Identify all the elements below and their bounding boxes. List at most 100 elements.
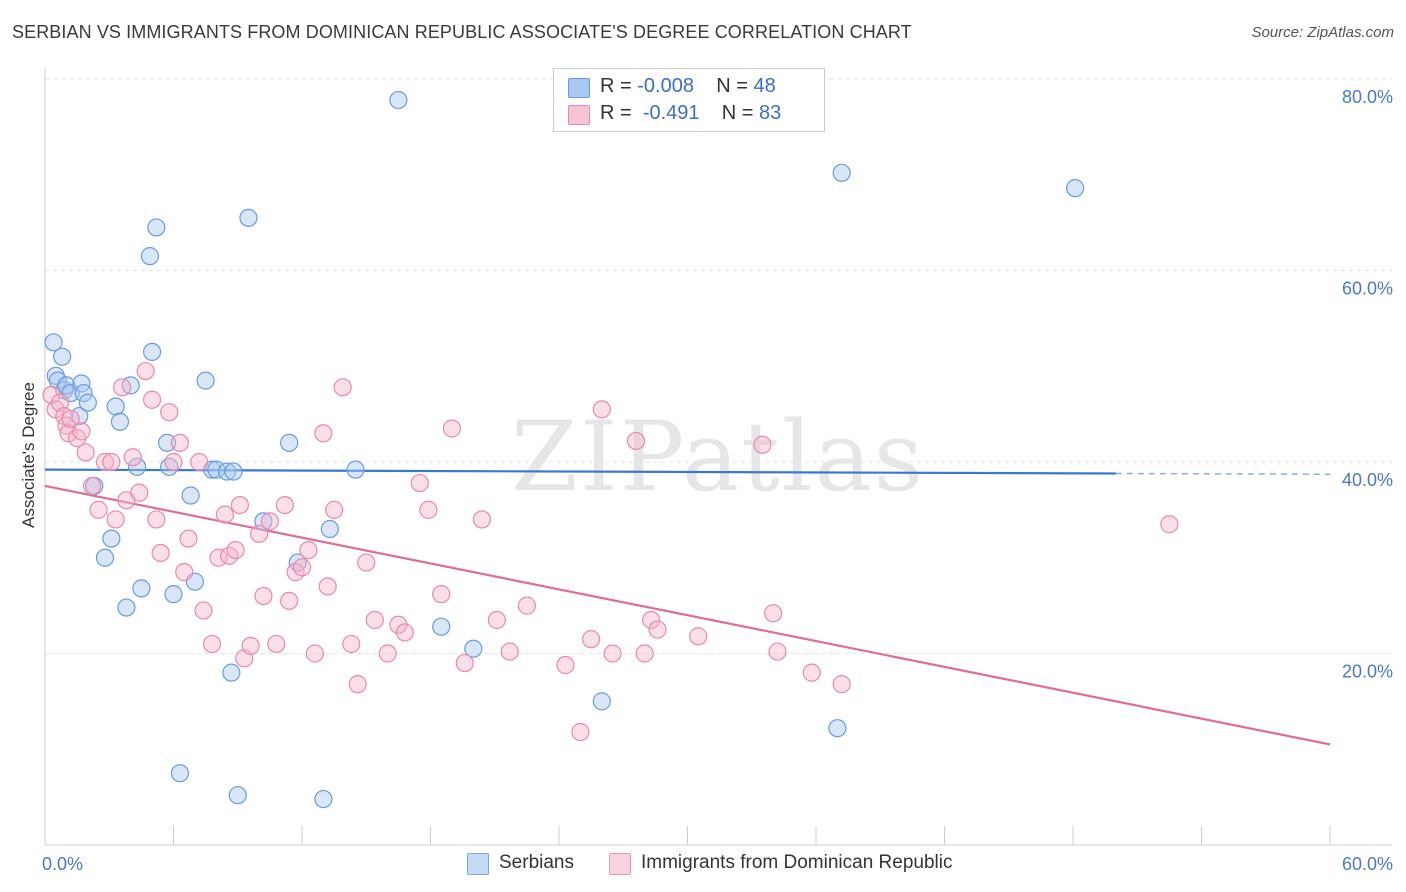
dominican-point: [89, 500, 108, 519]
legend-n-value: 48: [753, 75, 776, 97]
dominican-point: [230, 495, 249, 515]
serbian-point: [147, 218, 166, 237]
dominican-point: [348, 675, 367, 694]
dominican-point: [254, 586, 273, 606]
dominican-point: [179, 529, 198, 548]
serbian-point: [592, 692, 611, 711]
bottom-legend-swatch-dominican: [609, 853, 631, 875]
legend-swatch-serbians: [568, 78, 590, 98]
serbian-point: [196, 371, 215, 390]
serbian-point: [110, 412, 130, 431]
dominican-point: [175, 563, 194, 582]
serbian-point: [314, 789, 333, 809]
dominican-point: [455, 653, 474, 673]
source-label: Source: ZipAtlas.com: [1251, 24, 1394, 41]
y-tick-label: 60.0%: [1342, 279, 1393, 299]
dominican-point: [112, 378, 132, 397]
dominican-point: [83, 476, 102, 496]
serbian-point: [280, 433, 299, 452]
serbian-point: [78, 393, 97, 412]
dominican-point: [333, 378, 352, 397]
legend-r-value: -0.491: [642, 102, 700, 124]
serbian-point: [170, 764, 190, 783]
bottom-legend-swatch-serbians: [467, 853, 489, 875]
dominican-point: [556, 655, 575, 675]
dominican-point: [142, 390, 162, 409]
dominican-point: [442, 419, 462, 438]
watermark: ZIPatlas: [511, 401, 925, 513]
dominican-point: [832, 675, 851, 694]
dominican-point: [432, 585, 451, 604]
dominican-point: [123, 448, 142, 467]
dominican-point: [215, 505, 234, 524]
dominican-point: [342, 634, 361, 654]
legend-n-label: N =: [716, 75, 748, 97]
serbian-point: [224, 462, 243, 481]
serbian-point: [106, 397, 125, 416]
dominican-point: [50, 393, 70, 412]
dominican-point: [164, 452, 183, 472]
legend-n-value: 83: [759, 102, 782, 124]
bottom-legend-label-dominican: Immigrants from Dominican Republic: [641, 852, 953, 873]
dominican-point: [802, 663, 821, 682]
grid-lines: [45, 78, 1392, 654]
dominican-point: [325, 500, 344, 519]
dominican-point: [1160, 515, 1179, 534]
dominican-point: [241, 636, 260, 655]
dominican-point: [626, 431, 646, 451]
dominican-point: [517, 596, 536, 615]
dominican-point: [305, 644, 324, 663]
bottom-legend-label-serbians: Serbians: [499, 852, 574, 873]
dominican-point: [768, 642, 787, 661]
serbian-point: [1066, 179, 1085, 198]
dominican-point: [102, 452, 121, 472]
dominican-point: [267, 634, 286, 654]
serbian-point: [389, 90, 408, 110]
dominican-point: [76, 443, 95, 462]
serbian-point: [53, 347, 72, 366]
dominican-point: [280, 591, 299, 610]
dominican-point: [592, 400, 611, 419]
dominican-point: [260, 512, 279, 531]
dominican-point: [61, 409, 80, 429]
serbian-point: [828, 719, 847, 738]
serbian-point: [102, 529, 121, 548]
y-tick-label: 20.0%: [1342, 662, 1393, 682]
y-tick-label: 40.0%: [1342, 470, 1393, 490]
serbian-point: [74, 383, 93, 403]
dominican-point: [160, 403, 179, 422]
stats-legend: R = -0.008 N = 48 R = -0.491 N = 83: [553, 68, 825, 132]
dominican-point: [635, 644, 654, 663]
serbian-point: [181, 486, 200, 505]
dominican-point: [299, 540, 318, 560]
dominican-point: [318, 577, 337, 596]
dominican-point: [292, 558, 312, 577]
serbian-point: [832, 163, 851, 182]
dominican-point: [648, 620, 667, 639]
legend-n-label: N =: [721, 102, 754, 124]
dominican-point: [419, 500, 438, 519]
x-tick-label: 60.0%: [1342, 854, 1393, 874]
tick-labels: 20.0% 40.0% 60.0% 80.0% 0.0% 60.0%: [42, 87, 1393, 874]
dominican-point: [689, 627, 708, 646]
axes: [44, 68, 1392, 846]
serbian-point: [117, 598, 136, 617]
dominican-point: [314, 424, 333, 443]
dominican-point: [72, 422, 91, 441]
dominican-point: [130, 483, 149, 502]
legend-r-value: -0.008: [637, 75, 694, 97]
dominican-point: [194, 601, 213, 620]
legend-r-label: R =: [600, 102, 632, 124]
dominican-point: [395, 623, 414, 642]
dominican-trend-line: [44, 484, 1331, 746]
x-tick-label: 0.0%: [42, 854, 83, 874]
dominican-point: [357, 553, 376, 572]
serbian-point: [228, 786, 247, 805]
dominican-point: [753, 435, 772, 454]
dominican-point: [603, 644, 622, 663]
dominican-point: [226, 540, 245, 560]
dominican-point: [147, 510, 166, 529]
serbian-point: [239, 208, 258, 227]
legend-r-label: R =: [600, 75, 632, 97]
